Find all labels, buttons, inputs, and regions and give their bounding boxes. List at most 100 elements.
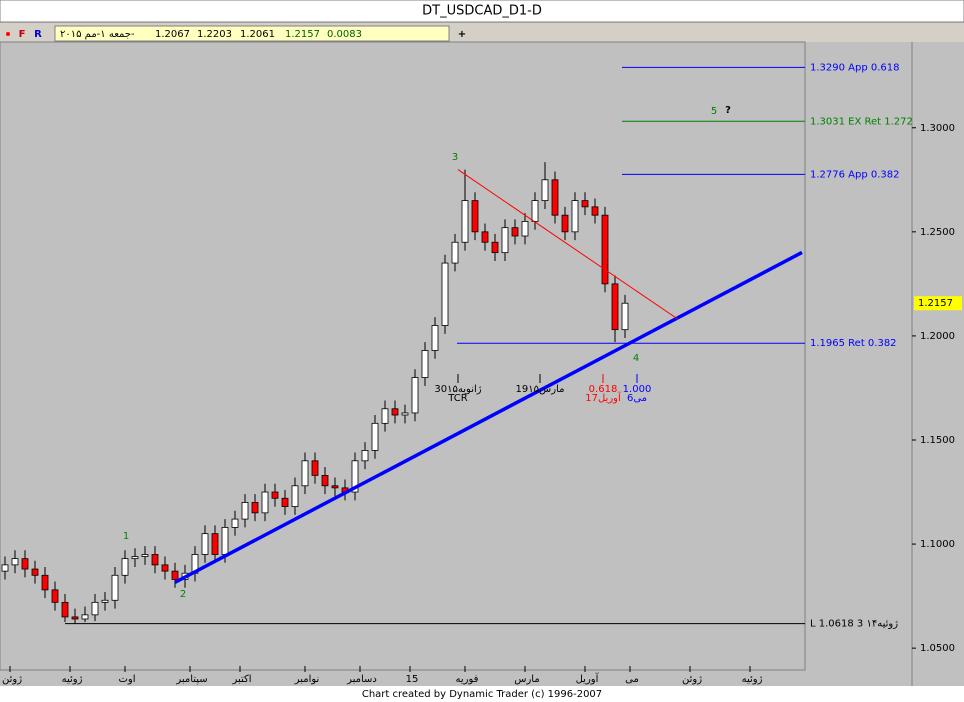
candle-body xyxy=(311,460,319,476)
candle-body xyxy=(381,408,389,424)
candle-body xyxy=(171,570,179,580)
wave-label: ? xyxy=(725,105,731,116)
candle-body xyxy=(231,518,239,528)
candle-body xyxy=(541,179,549,202)
candle-body xyxy=(391,408,399,416)
candle-body xyxy=(511,227,519,237)
candle-body xyxy=(131,556,139,560)
candle-body xyxy=(211,533,219,555)
time-marker-sub: 6می xyxy=(627,393,647,404)
candle-body xyxy=(471,200,479,233)
wave-label: 3 xyxy=(452,152,458,163)
window-title: DT_USDCAD_D1-D xyxy=(422,4,542,19)
wave-label: 1 xyxy=(123,531,129,542)
quote-high: 1.2203 xyxy=(197,29,232,40)
candle-body xyxy=(331,485,339,489)
level-label: 1.2776 App 0.382 xyxy=(810,169,900,180)
x-tick-label: فوریه xyxy=(456,674,479,685)
candle-body xyxy=(281,497,289,507)
quote-change: 0.0083 xyxy=(327,29,362,40)
add-button[interactable]: + xyxy=(458,29,466,40)
quote-box xyxy=(54,25,450,42)
level-label: L 1.0618 ژوئیه۱۴ 3 xyxy=(810,619,898,630)
quote-close: 1.2157 xyxy=(285,29,320,40)
candle-body xyxy=(41,574,49,591)
x-tick-label: دسامبر xyxy=(346,674,377,685)
candle-body xyxy=(421,350,429,378)
candle-body xyxy=(21,558,29,570)
y-tick-label: 1.2500 xyxy=(920,227,955,238)
candle-body xyxy=(481,231,489,243)
candle-body xyxy=(521,221,529,237)
candle-body xyxy=(451,241,459,264)
footer-bar xyxy=(0,686,964,702)
candle-body xyxy=(301,460,309,487)
candle-body xyxy=(461,200,469,243)
candle-body xyxy=(71,616,79,620)
candle-body xyxy=(31,568,39,576)
x-tick-label: سپتامبر xyxy=(175,674,207,685)
candle-body xyxy=(491,241,499,254)
candle-body xyxy=(221,527,229,555)
time-marker-label: 19مارس۱۵ xyxy=(516,384,565,395)
y-tick-label: 1.3000 xyxy=(920,123,955,134)
x-tick-label: ژوئیه xyxy=(62,674,83,685)
candle-body xyxy=(581,200,589,208)
candle-body xyxy=(351,460,359,493)
time-marker-label: 0.618 xyxy=(589,384,618,395)
quote-low: 1.2061 xyxy=(240,29,275,40)
last-price-box xyxy=(914,296,962,311)
wave-label: 4 xyxy=(633,353,639,364)
candle-body xyxy=(261,491,269,514)
candle-body xyxy=(251,502,259,514)
candle-body xyxy=(371,422,379,451)
x-tick-label: مارس xyxy=(514,674,539,685)
candle-body xyxy=(321,474,329,487)
candle-body xyxy=(151,554,159,566)
x-tick-label: ژوئیه xyxy=(742,674,763,685)
candle-body xyxy=(161,564,169,572)
candle-body xyxy=(51,589,59,603)
candle-body xyxy=(621,302,629,331)
y-tick-label: 1.2000 xyxy=(920,331,955,342)
candle-body xyxy=(121,558,129,576)
time-marker-sub: 17آوریل xyxy=(585,391,622,404)
trend-line xyxy=(457,169,679,320)
candle-body xyxy=(101,599,109,603)
candle-body xyxy=(601,214,609,285)
last-price-label: 1.2157 xyxy=(918,298,953,309)
candle-body xyxy=(241,502,249,520)
candle-body xyxy=(401,412,409,416)
candle-body xyxy=(291,485,299,507)
x-tick-label: 15 xyxy=(406,674,419,685)
candle-body xyxy=(141,554,149,557)
candle-body xyxy=(431,325,439,351)
x-tick-label: ژوئن xyxy=(2,674,22,685)
candle-body xyxy=(1,564,9,572)
f-button[interactable]: F xyxy=(19,29,26,40)
quote-open: 1.2067 xyxy=(155,29,190,40)
x-tick-label: می xyxy=(625,674,639,685)
time-marker-sub: TCR xyxy=(447,393,468,404)
status-dot xyxy=(6,32,10,36)
footer: Chart created by Dynamic Trader (c) 1996… xyxy=(362,689,602,700)
candle-body xyxy=(11,558,19,566)
candle-body xyxy=(201,533,209,555)
title-bar xyxy=(0,0,964,23)
r-button[interactable]: R xyxy=(34,29,42,40)
candle-body xyxy=(411,377,419,414)
wave-label: 5 xyxy=(711,106,717,117)
candle-body xyxy=(361,449,369,462)
candle-body xyxy=(611,283,619,331)
level-label: 1.3031 EX Ret 1.272 xyxy=(810,116,913,127)
trend-line xyxy=(174,250,803,584)
x-tick-label: اوت xyxy=(118,674,135,685)
time-marker-label: 1.000 xyxy=(623,384,652,395)
level-label: 1.1965 Ret 0.382 xyxy=(810,338,897,349)
wave-label: 2 xyxy=(180,589,186,600)
plot-area xyxy=(0,41,806,671)
quote-date: جمعه ۱-مم ۲۰۱۵- xyxy=(60,29,135,40)
y-tick-label: 1.1500 xyxy=(920,435,955,446)
